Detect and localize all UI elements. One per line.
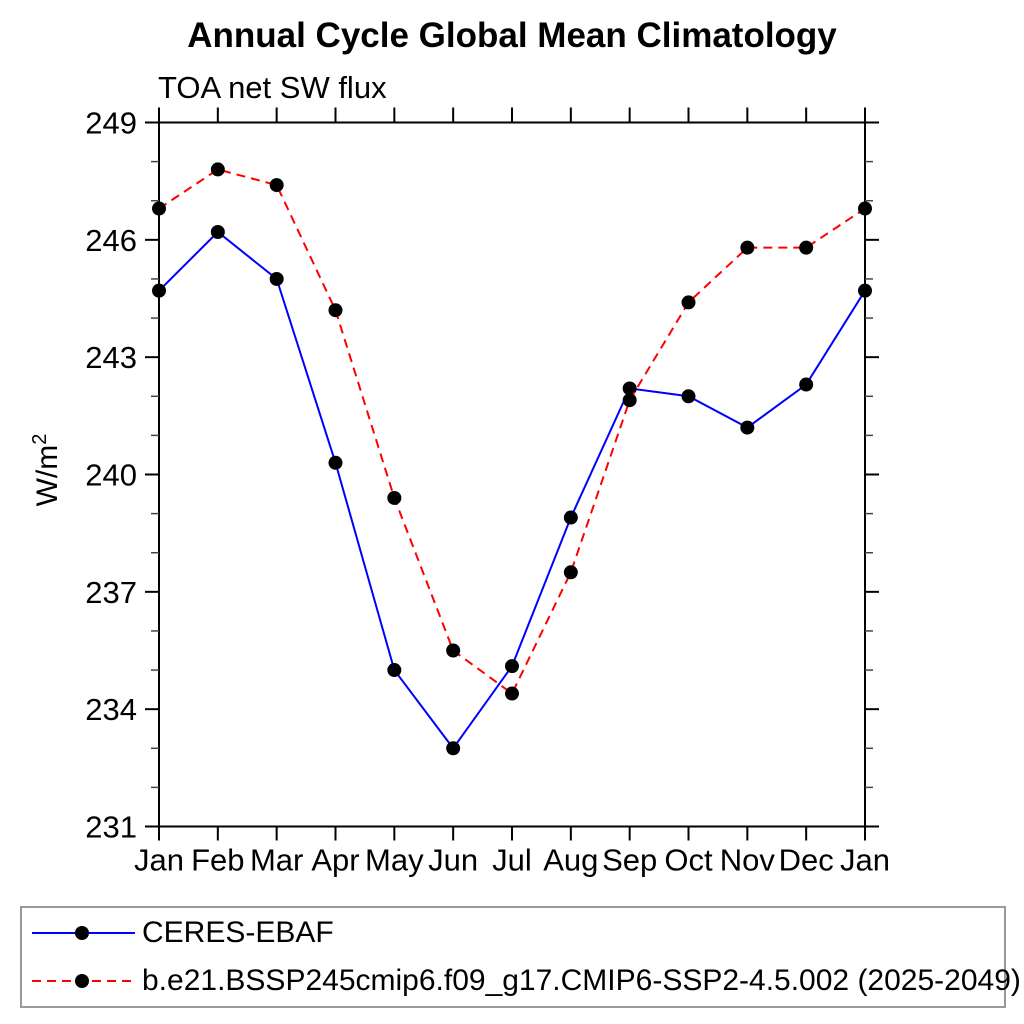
y-axis-tick-label: 231 [85, 810, 137, 845]
data-point-marker [446, 741, 461, 756]
legend-marker-dot-icon [75, 974, 89, 988]
legend-sample-ceres [32, 926, 135, 940]
data-point-marker [152, 283, 166, 298]
data-point-marker [622, 393, 637, 408]
x-axis-tick-label: Mar [250, 843, 303, 878]
x-axis-tick-label: Aug [543, 843, 598, 878]
y-axis-tick-label: 243 [85, 340, 137, 375]
legend-label-model: b.e21.BSSP245cmip6.f09_g17.CMIP6-SSP2-4.… [142, 964, 1021, 997]
y-axis-tick-label: 249 [85, 106, 137, 141]
data-point-marker [858, 201, 872, 216]
legend-item-ceres: CERES-EBAF [22, 909, 1004, 957]
data-point-marker [505, 659, 519, 674]
data-point-marker [740, 240, 755, 255]
data-point-marker [328, 303, 343, 318]
x-axis-tick-label: Jun [428, 843, 478, 878]
chart-subtitle: TOA net SW flux [158, 70, 387, 105]
data-point-marker [681, 295, 696, 310]
x-axis-tick-label: Apr [311, 843, 359, 878]
data-point-marker [799, 377, 814, 392]
x-axis-tick-label: Sep [602, 843, 657, 878]
data-point-marker [563, 510, 578, 525]
y-axis-tick-label: 240 [85, 458, 137, 493]
data-point-marker [858, 283, 872, 298]
legend-marker-dot-icon [75, 926, 89, 940]
y-axis-tick-label: 246 [85, 223, 137, 258]
y-axis-tick-label: 234 [85, 692, 137, 727]
data-point-marker [328, 455, 343, 470]
x-axis-tick-label: Jan [840, 843, 890, 878]
x-axis-tick-label: Jul [492, 843, 532, 878]
x-axis-tick-label: Jan [134, 843, 184, 878]
data-point-marker [681, 389, 696, 404]
y-axis-tick-label: 237 [85, 575, 137, 610]
legend-sample-model [32, 974, 135, 988]
series-line-model [158, 168, 866, 696]
axis-frame [158, 121, 866, 828]
x-axis-tick-label: Oct [664, 843, 713, 878]
legend: CERES-EBAF b.e21.BSSP245cmip6.f09_g17.CM… [20, 906, 1021, 1008]
data-point-marker [446, 643, 461, 658]
data-point-marker [387, 490, 402, 505]
data-point-marker [505, 686, 519, 701]
data-point-marker [563, 565, 578, 580]
data-point-marker [210, 225, 225, 240]
data-point-marker [269, 271, 284, 286]
data-point-marker [269, 178, 284, 193]
data-point-marker [622, 381, 637, 396]
legend-item-model: b.e21.BSSP245cmip6.f09_g17.CMIP6-SSP2-4.… [22, 957, 1021, 1005]
legend-label-ceres: CERES-EBAF [142, 916, 334, 949]
data-point-marker [210, 162, 225, 177]
data-point-marker [387, 663, 402, 678]
x-axis-tick-label: Dec [779, 843, 834, 878]
x-axis-tick-label: Nov [720, 843, 776, 878]
data-point-marker [740, 420, 755, 435]
chart-title: Annual Cycle Global Mean Climatology [187, 16, 837, 55]
data-point-marker [799, 240, 814, 255]
x-axis-tick-label: Feb [191, 843, 244, 878]
x-axis-tick-label: May [365, 843, 424, 878]
data-point-marker [152, 201, 166, 216]
